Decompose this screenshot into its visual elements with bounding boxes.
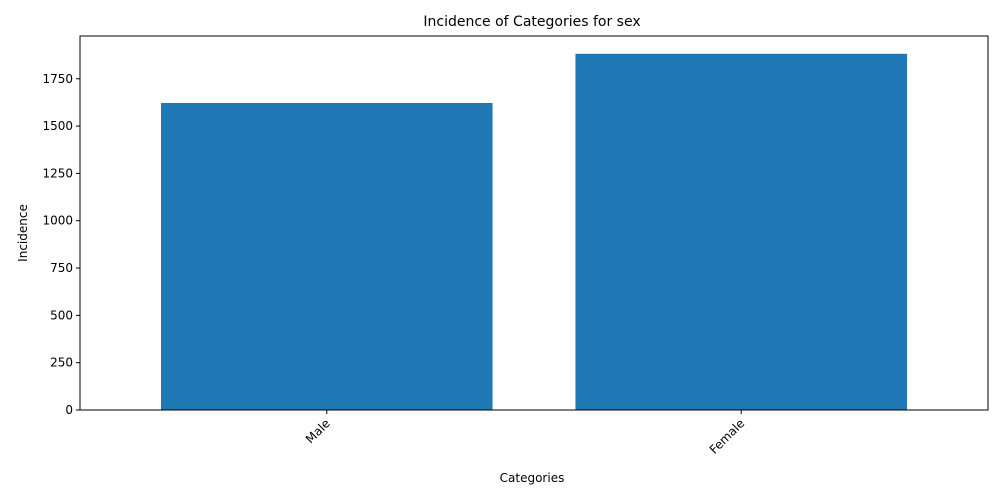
y-tick-label: 1000 bbox=[42, 214, 73, 228]
x-tick-label: Female bbox=[707, 416, 748, 457]
x-axis-label: Categories bbox=[500, 471, 565, 485]
bars-group bbox=[161, 53, 907, 411]
plot-frame bbox=[79, 35, 989, 411]
y-axis-ticks: 0 250 500 750 1000 1250 1500 1750 bbox=[42, 72, 80, 417]
y-tick-label: 0 bbox=[65, 403, 73, 417]
y-tick-label: 1250 bbox=[42, 166, 73, 180]
y-tick-label: 500 bbox=[50, 308, 73, 322]
chart-title: Incidence of Categories for sex bbox=[423, 14, 640, 30]
x-tick-label: Male bbox=[303, 416, 333, 446]
bar-female bbox=[575, 53, 907, 410]
y-tick-label: 1750 bbox=[42, 72, 73, 86]
y-tick-label: 750 bbox=[50, 261, 73, 275]
y-tick-label: 250 bbox=[50, 356, 73, 370]
x-axis-ticks: Male Female bbox=[303, 410, 747, 457]
y-axis-label: Incidence bbox=[16, 204, 30, 262]
bar-male bbox=[161, 103, 493, 411]
y-tick-label: 1500 bbox=[42, 119, 73, 133]
